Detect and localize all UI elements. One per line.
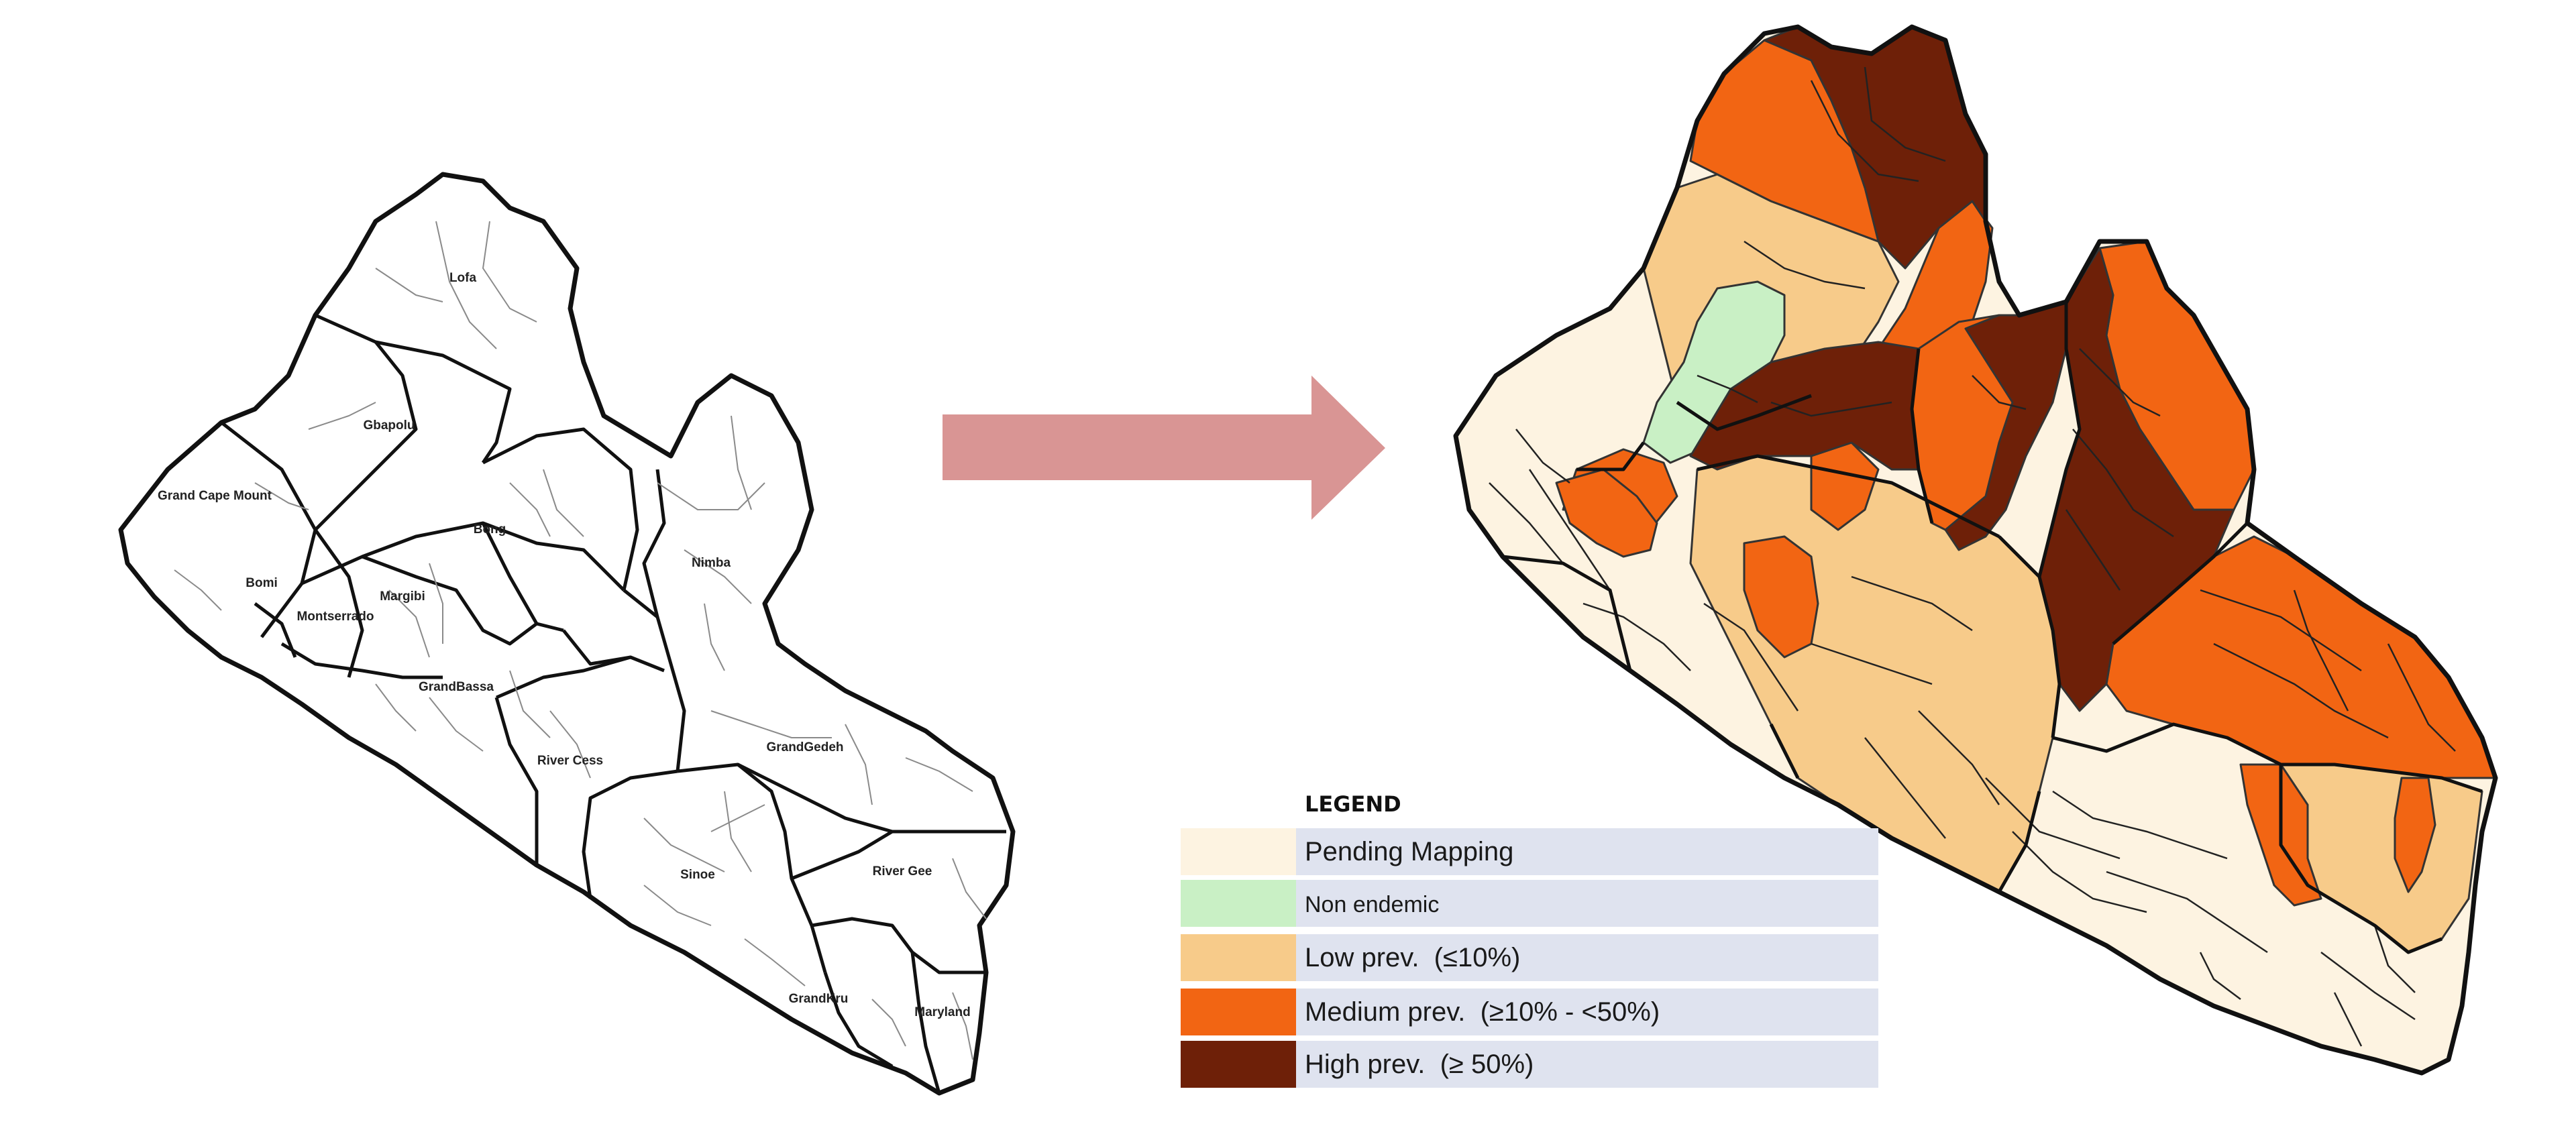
legend-label-bg [1296, 1041, 1878, 1088]
zone-high-bong [1689, 341, 1920, 471]
county-label-grandbassa: GrandBassa [419, 680, 494, 694]
legend-swatch [1181, 989, 1296, 1035]
legend-label-bg [1296, 828, 1878, 875]
legend-item-high-prevalence: High prev. (≥ 50%) [1181, 1041, 1878, 1088]
legend-label-bg [1296, 934, 1878, 981]
county-label-bong: Bong [474, 522, 506, 537]
zone-medium-mid-left [1555, 468, 1658, 558]
legend-swatch [1181, 828, 1296, 875]
legend-label-bg [1296, 880, 1878, 927]
county-label-river-gee: River Gee [873, 864, 932, 879]
legend-item-medium-prevalence: Medium prev. (≥10% - <50%) [1181, 989, 1878, 1035]
legend-title: LEGEND [1305, 791, 1401, 817]
legend-item-low-prevalence: Low prev. (≤10%) [1181, 934, 1878, 981]
legend-label: High prev. (≥ 50%) [1305, 1050, 1534, 1079]
legend-label: Non endemic [1305, 892, 1439, 917]
legend: LEGEND Pending Mapping Non endemic Low p… [1181, 791, 1878, 1088]
legend-label: Pending Mapping [1305, 837, 1513, 866]
transition-arrow [943, 376, 1385, 520]
county-label-nimba: Nimba [692, 556, 731, 570]
legend-item-pending-mapping: Pending Mapping [1181, 828, 1878, 875]
legend-label: Medium prev. (≥10% - <50%) [1305, 997, 1660, 1027]
left-county-map: Lofa Gbapolu Grand Cape Mount Bong Bomi … [118, 172, 1016, 1096]
legend-swatch [1181, 880, 1296, 927]
right-county-boundaries [1502, 302, 2483, 954]
county-label-montserrado: Montserrado [297, 610, 374, 624]
county-label-lofa: Lofa [449, 271, 477, 285]
right-country-outline [1453, 24, 2498, 1076]
county-label-bomi: Bomi [246, 576, 278, 590]
legend-label: Low prev. (≤10%) [1305, 943, 1520, 972]
county-label-margibi: Margibi [380, 589, 425, 604]
county-label-sinoe: Sinoe [680, 868, 715, 882]
county-label-river-cess: River Cess [537, 754, 603, 768]
left-district-boundaries [174, 221, 987, 1060]
left-county-labels: Lofa Gbapolu Grand Cape Mount Bong Bomi … [158, 271, 971, 1019]
right-prevalence-map [1453, 24, 2498, 1076]
county-label-grandgedeh: GrandGedeh [766, 740, 843, 754]
legend-label-bg [1296, 989, 1878, 1035]
county-label-maryland: Maryland [914, 1005, 970, 1019]
legend-swatch [1181, 934, 1296, 981]
legend-item-non-endemic: Non endemic [1181, 880, 1878, 927]
county-label-grand-cape-mount: Grand Cape Mount [158, 489, 272, 503]
zone-medium-southeast-strip-2 [2394, 777, 2436, 893]
county-label-gbapolu: Gbapolu [363, 418, 415, 433]
legend-swatch [1181, 1041, 1296, 1088]
left-county-boundaries [220, 313, 1006, 1094]
right-district-lines [1489, 66, 2456, 1047]
county-label-grandkru: GrandKru [789, 992, 849, 1006]
